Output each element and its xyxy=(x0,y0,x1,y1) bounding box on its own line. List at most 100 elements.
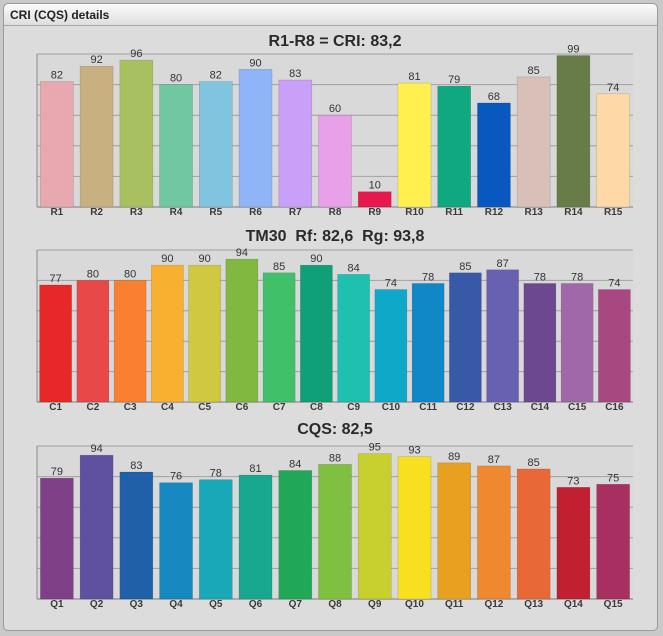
chart-tm30-tick-label: C2 xyxy=(86,402,99,413)
chart-cri-value-label: 85 xyxy=(528,65,540,77)
chart-tm30-value-label: 90 xyxy=(310,253,322,265)
chart-tm30-bar-c16 xyxy=(598,289,631,403)
chart-tm30-value-label: 85 xyxy=(459,261,471,273)
chart-cri-tick-label: R4 xyxy=(170,207,183,218)
chart-tm30-title: TM30 Rf: 82,6 Rg: 93,8 xyxy=(246,228,425,245)
chart-tm30-bar-c9 xyxy=(337,274,370,403)
chart-cri-bar-r12 xyxy=(477,102,511,208)
chart-cqs-tick-labels: Q1 Q2 Q3 Q4 Q5 Q6 Q7 Q8 Q9 Q10 Q11 Q12 Q13 Q14 Q15 xyxy=(50,599,623,610)
chart-cri-bar-r2 xyxy=(79,65,114,208)
chart-cqs-tick-label: Q14 xyxy=(564,599,583,610)
chart-cqs-title: CQS: 82,5 xyxy=(297,421,373,438)
chart-cri-bar-r5 xyxy=(199,81,233,208)
chart-tm30-tick-labels: C1 C2 C3 C4 C5 C6 C7 C8 C9 C10 C11 C12 C13 C14 C15 C16 xyxy=(49,402,624,413)
chart-cqs-bar-q15 xyxy=(596,483,630,600)
chart-tm30-value-label: 74 xyxy=(608,278,620,290)
chart-tm30-tick-label: C5 xyxy=(198,402,211,413)
chart-cri-value-label: 81 xyxy=(408,71,420,83)
chart-tm30-bar-c13 xyxy=(486,269,519,403)
chart-cqs-value-label: 76 xyxy=(170,471,182,483)
chart-cri-value-labels: 82 92 96 80 82 90 83 60 10 81 79 68 85 99 74 xyxy=(51,44,620,192)
chart-cri-value-label: 80 xyxy=(170,73,182,85)
chart-tm30-bar-c7 xyxy=(262,272,296,403)
chart-tm30-tick-label: C6 xyxy=(235,402,248,413)
panel-title: CRI (CQS) details xyxy=(10,8,110,22)
chart-cqs-bar-q8 xyxy=(318,464,352,600)
chart-cqs-value-label: 85 xyxy=(528,457,540,469)
chart-cri-tick-label: R5 xyxy=(209,207,222,218)
chart-cri-value-label: 92 xyxy=(90,54,102,66)
chart-tm30-bar-c6 xyxy=(225,258,259,403)
chart-cqs-bar-q6 xyxy=(238,474,273,600)
chart-cqs-value-label: 81 xyxy=(249,463,261,475)
chart-tm30-value-label: 74 xyxy=(385,278,397,290)
chart-tm30-value-label: 78 xyxy=(534,271,546,283)
chart-cri-value-label: 79 xyxy=(448,74,460,86)
chart-cri-bar-r14 xyxy=(556,55,591,208)
chart-cqs-bar-q11 xyxy=(437,462,472,600)
chart-cqs-tick-label: Q10 xyxy=(405,599,424,610)
chart-cri-tick-label: R10 xyxy=(405,207,424,218)
chart-cri-bar-r1 xyxy=(40,81,74,208)
chart-cri-tick-label: R9 xyxy=(368,207,381,218)
chart-cqs-bars xyxy=(40,453,630,600)
chart-cri-bar-r3 xyxy=(119,59,154,208)
chart-cqs-tick-label: Q11 xyxy=(445,599,464,610)
chart-cqs-value-label: 87 xyxy=(488,454,500,466)
chart-cqs-value-label: 83 xyxy=(130,460,142,472)
chart-tm30-bar-c3 xyxy=(113,280,147,403)
chart-tm30-bar-c12 xyxy=(449,272,482,403)
chart-cri-bar-r6 xyxy=(238,69,273,208)
chart-tm30-bars xyxy=(39,258,631,403)
chart-tm30-value-label: 85 xyxy=(273,261,285,273)
chart-tm30-tick-label: C8 xyxy=(310,402,323,413)
chart-cri-title: R1-R8 = CRI: 83,2 xyxy=(269,33,402,50)
chart-cri-value-label: 83 xyxy=(289,68,301,80)
chart-cri-value-label: 82 xyxy=(51,70,63,82)
chart-tm30-tick-label: C9 xyxy=(347,402,360,413)
chart-tm30-value-label: 94 xyxy=(236,247,248,259)
chart-tm30-value-labels: 77 80 80 90 90 94 85 90 84 74 78 85 87 78 78 74 xyxy=(50,247,621,289)
chart-cqs-value-label: 88 xyxy=(329,452,341,464)
chart-cqs-tick-label: Q12 xyxy=(484,599,503,610)
chart-tm30-tick-label: C14 xyxy=(531,402,550,413)
chart-tm30-value-label: 90 xyxy=(161,253,173,265)
chart-tm30-tick-label: C15 xyxy=(568,402,587,413)
chart-tm30-value-label: 90 xyxy=(199,253,211,265)
chart-cri-tick-label: R15 xyxy=(604,207,623,218)
chart-cqs-tick-label: Q1 xyxy=(50,599,64,610)
chart-tm30-tick-label: C10 xyxy=(382,402,401,413)
chart-cri-tick-label: R3 xyxy=(130,207,143,218)
chart-cqs-bar-q14 xyxy=(556,487,591,600)
chart-cri-tick-labels: R1 R2 R3 R4 R5 R6 R7 R8 R9 R10 R11 R12 R13 R14 R15 xyxy=(50,207,622,218)
chart-cqs-tick-label: Q8 xyxy=(328,599,342,610)
chart-cqs-tick-label: Q15 xyxy=(604,599,623,610)
chart-cri-bar-r7 xyxy=(278,79,313,208)
chart-cri-value-label: 96 xyxy=(130,48,142,60)
chart-cqs-bar-q4 xyxy=(159,482,193,600)
chart-cri-value-label: 90 xyxy=(249,57,261,69)
chart-cri-bar-r15 xyxy=(596,93,630,208)
chart-cqs-bar-q9 xyxy=(357,453,392,600)
chart-tm30-tick-label: C11 xyxy=(419,402,437,413)
chart-cqs-value-label: 73 xyxy=(567,475,579,487)
chart-cqs-bar-q3 xyxy=(119,471,154,600)
chart-tm30-value-label: 84 xyxy=(348,262,360,274)
chart-cri-value-label: 60 xyxy=(329,103,341,115)
chart-cqs-tick-label: Q3 xyxy=(130,599,144,610)
chart-cri-bar-r8 xyxy=(318,114,352,208)
chart-tm30-bar-c15 xyxy=(560,283,594,403)
chart-cri-tick-label: R12 xyxy=(485,207,504,218)
chart-cqs-value-label: 94 xyxy=(90,443,102,455)
chart-tm30-value-label: 80 xyxy=(87,268,99,280)
chart-cqs-bar-q5 xyxy=(199,479,233,600)
chart-tm30-tick-label: C3 xyxy=(124,402,137,413)
chart-cri-tick-label: R6 xyxy=(249,207,262,218)
chart-tm30-bar-c14 xyxy=(523,283,557,403)
chart-cri-tick-label: R2 xyxy=(90,207,103,218)
chart-cqs-value-label: 95 xyxy=(369,442,381,454)
chart-cqs-value-label: 79 xyxy=(51,466,63,478)
